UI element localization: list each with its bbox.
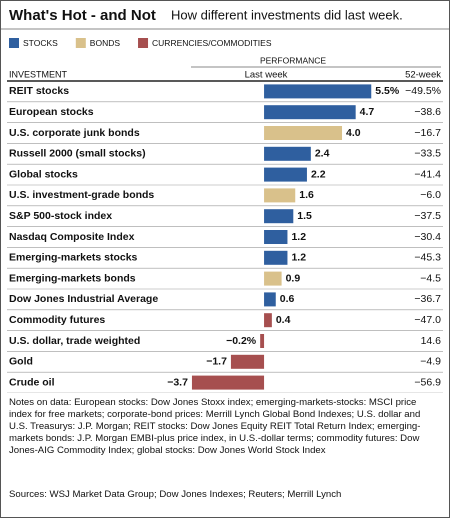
category-label: European stocks (9, 106, 94, 118)
legend-swatch (9, 38, 19, 48)
value-label: 1.5 (297, 210, 312, 222)
category-header: INVESTMENT (9, 69, 68, 79)
week52-value: −47.0 (414, 314, 441, 326)
bar (264, 271, 282, 286)
week52-value: −30.4 (414, 231, 441, 243)
week52-value: −38.6 (414, 106, 441, 118)
category-label: U.S. corporate junk bonds (9, 127, 140, 139)
bar (264, 84, 372, 99)
chart: What's Hot - and Not How different inves… (1, 7, 449, 394)
performance-header: PERFORMANCE (260, 55, 326, 65)
value-label: −1.7 (206, 356, 227, 368)
category-label: Russell 2000 (small stocks) (9, 148, 146, 160)
bar (264, 209, 294, 224)
value-label: 1.2 (291, 231, 306, 243)
source: Sources: WSJ Market Data Group; Dow Jone… (9, 489, 342, 500)
legend-swatch (75, 38, 86, 48)
bar (191, 375, 265, 390)
legend-label: STOCKS (23, 38, 58, 48)
value-label: 1.2 (291, 252, 306, 264)
value-label: 0.4 (276, 314, 291, 326)
value-label: 2.4 (315, 148, 330, 160)
category-label: REIT stocks (9, 85, 69, 97)
category-label: U.S. dollar, trade weighted (9, 335, 140, 347)
category-label: U.S. investment-grade bonds (9, 189, 154, 201)
value-label: 5.5% (375, 85, 400, 97)
category-label: Emerging-markets bonds (9, 272, 136, 284)
week52-value: −37.5 (414, 210, 441, 222)
week52-value: −41.4 (414, 168, 441, 180)
week52-value: −56.9 (414, 376, 441, 388)
bar (264, 188, 296, 203)
category-label: Emerging-markets stocks (9, 252, 138, 264)
week52-value: −49.5% (405, 85, 441, 97)
category-label: Commodity futures (9, 314, 105, 326)
bar (264, 230, 288, 244)
chart-title: What's Hot - and Not (9, 7, 156, 24)
value-header: Last week (245, 70, 288, 81)
value-label: 1.6 (299, 189, 314, 201)
category-label: Gold (9, 356, 33, 368)
bar (264, 313, 272, 328)
bar (264, 146, 311, 161)
week52-value: −4.9 (420, 356, 441, 368)
category-label: Global stocks (9, 168, 78, 180)
bar (264, 126, 343, 140)
bar (230, 354, 265, 369)
chart-subtitle: How different investments did last week. (171, 7, 403, 22)
bar (260, 334, 265, 348)
category-label: Dow Jones Industrial Average (9, 293, 158, 305)
notes: Notes on data: European stocks: Dow Jone… (9, 397, 421, 456)
week52-value: 14.6 (421, 335, 442, 347)
category-label: Nasdaq Composite Index (9, 231, 135, 243)
category-label: S&P 500-stock index (9, 210, 112, 222)
value-label: −3.7 (167, 376, 188, 388)
legend-swatch (138, 38, 149, 48)
bar (264, 250, 288, 265)
value-label: 0.6 (280, 293, 295, 305)
bar (264, 105, 356, 120)
value-label: 0.9 (286, 272, 301, 284)
week52-value: −33.5 (414, 148, 441, 160)
value-label: 4.7 (360, 106, 375, 118)
bar (264, 292, 276, 307)
week52-value: −4.5 (420, 272, 441, 284)
legend-label: CURRENCIES/COMMODITIES (152, 38, 272, 48)
week52-header: 52-week (405, 70, 441, 81)
value-label: 4.0 (346, 127, 361, 139)
week52-value: −36.7 (414, 293, 441, 305)
value-label: −0.2% (226, 335, 257, 347)
bar (264, 167, 307, 182)
legend-label: BONDS (90, 38, 121, 48)
week52-value: −6.0 (420, 189, 441, 201)
value-label: 2.2 (311, 168, 326, 180)
week52-value: −45.3 (414, 252, 441, 264)
category-label: Crude oil (9, 376, 55, 388)
week52-value: −16.7 (414, 127, 441, 139)
